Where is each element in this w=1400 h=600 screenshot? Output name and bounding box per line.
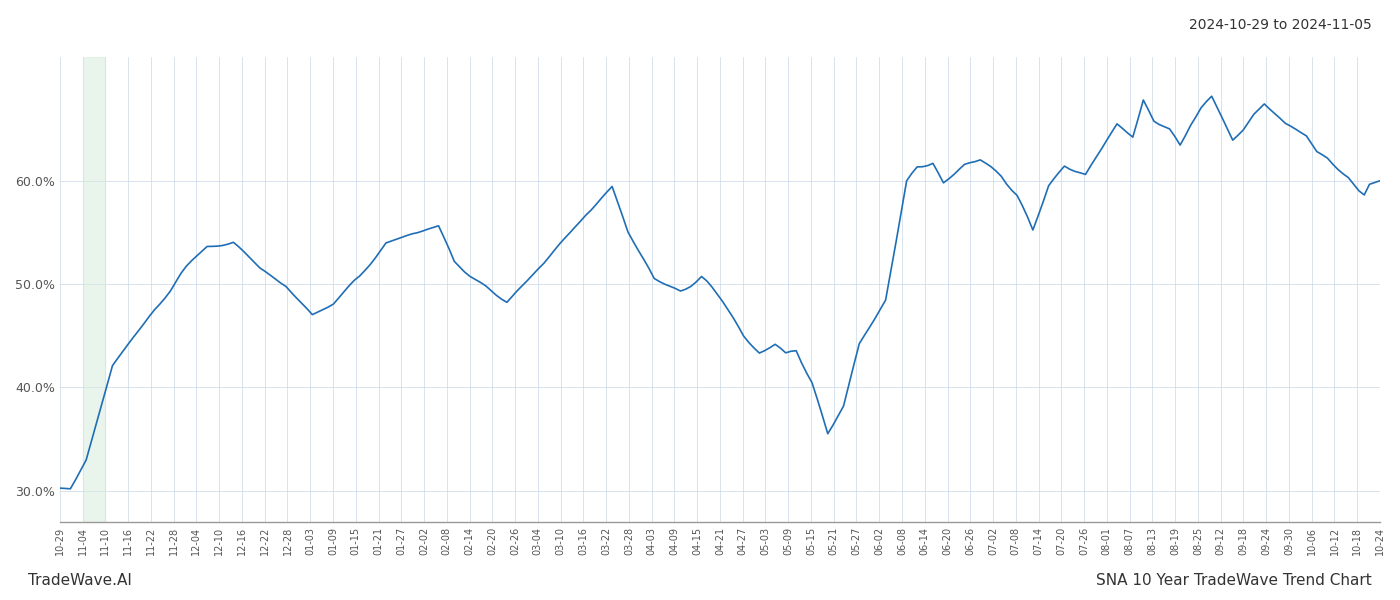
Text: TradeWave.AI: TradeWave.AI	[28, 573, 132, 588]
Text: SNA 10 Year TradeWave Trend Chart: SNA 10 Year TradeWave Trend Chart	[1096, 573, 1372, 588]
Text: 2024-10-29 to 2024-11-05: 2024-10-29 to 2024-11-05	[1189, 18, 1372, 32]
Bar	[83, 57, 105, 522]
